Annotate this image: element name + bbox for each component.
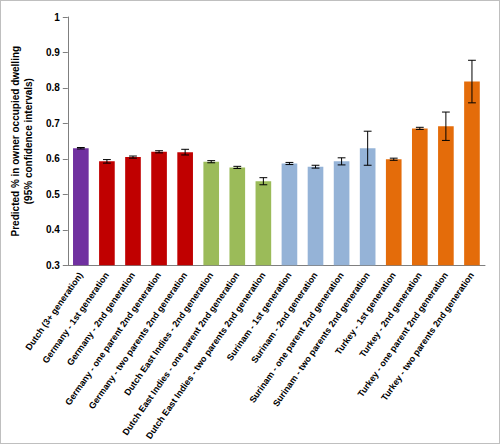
svg-text:0.4: 0.4: [46, 224, 60, 235]
svg-text:Turkey - 1st generation: Turkey - 1st generation: [333, 270, 398, 357]
svg-text:Predicted % in owner occupied: Predicted % in owner occupied dwelling: [10, 46, 21, 237]
svg-text:Dutch East Indies - 2nd genera: Dutch East Indies - 2nd generation: [122, 270, 216, 398]
svg-text:0.9: 0.9: [46, 47, 60, 58]
svg-text:(95% confidence intervals): (95% confidence intervals): [23, 78, 34, 204]
svg-text:Turkey - 2nd generation: Turkey - 2nd generation: [357, 270, 424, 360]
svg-text:Dutch (3+ generation): Dutch (3+ generation): [23, 270, 85, 353]
svg-text:Turkey - one parent 2nd genera: Turkey - one parent 2nd generation: [355, 270, 450, 399]
svg-text:Surinam - one parent 2nd gener: Surinam - one parent 2nd generation: [247, 270, 345, 404]
svg-text:Dutch East Indies - one parent: Dutch East Indies - one parent 2nd gener…: [120, 270, 241, 437]
svg-text:Surinam - 1st generation: Surinam - 1st generation: [224, 270, 294, 363]
svg-text:Germany - two parents 2nd gene: Germany - two parents 2nd generation: [87, 270, 190, 410]
svg-text:Turkey - two parents 2nd gener: Turkey - two parents 2nd generation: [379, 270, 476, 402]
svg-text:0.3: 0.3: [46, 260, 60, 271]
svg-text:0.6: 0.6: [46, 153, 60, 164]
svg-text:Surinam - two parents 2nd gene: Surinam - two parents 2nd generation: [271, 270, 372, 408]
svg-text:Germany - 1st generation: Germany - 1st generation: [40, 270, 111, 365]
svg-text:Surinam - 2nd generation: Surinam - 2nd generation: [249, 270, 320, 365]
svg-text:Germany - one parent 2nd gener: Germany - one parent 2nd generation: [63, 270, 163, 407]
svg-text:Dutch East Indies - two parent: Dutch East Indies - two parents 2nd gene…: [144, 270, 268, 440]
svg-text:0.7: 0.7: [46, 118, 60, 129]
svg-text:Germany - 2nd generation: Germany - 2nd generation: [64, 270, 138, 368]
svg-text:1: 1: [54, 12, 60, 23]
svg-text:0.8: 0.8: [46, 82, 60, 93]
svg-text:0.5: 0.5: [46, 189, 60, 200]
